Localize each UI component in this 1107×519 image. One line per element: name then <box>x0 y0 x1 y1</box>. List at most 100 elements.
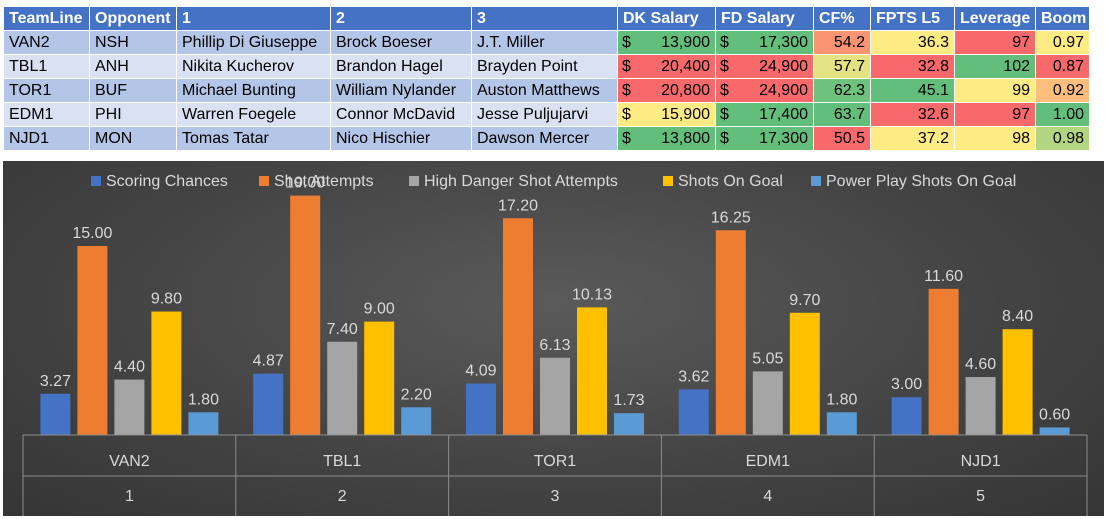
data-label: 4.60 <box>965 356 996 373</box>
data-label: 1.80 <box>826 391 857 408</box>
salary-amount: 20,800 <box>661 81 710 99</box>
boom-cell: 0.97 <box>1035 30 1090 55</box>
player-2-cell: Brock Boeser <box>330 30 472 55</box>
legend-label: Scoring Chances <box>106 173 228 190</box>
salary-amount: 13,800 <box>661 129 710 147</box>
opponent-cell: BUF <box>89 78 177 103</box>
leverage-cell: 102 <box>954 54 1036 79</box>
currency-symbol: $ <box>622 33 631 51</box>
bar-van2-series-2 <box>77 246 108 435</box>
data-label: 9.80 <box>151 291 182 308</box>
bar-tbl1-series-3 <box>327 341 358 435</box>
category-label: EDM1 <box>746 453 791 470</box>
player-2-cell: Connor McDavid <box>330 102 472 127</box>
player-1-cell: Phillip Di Giuseppe <box>176 30 331 55</box>
header-cf-pct: CF% <box>813 6 871 31</box>
data-label: 11.60 <box>924 268 963 285</box>
player-3-cell: Dawson Mercer <box>471 126 618 151</box>
player-1-cell: Nikita Kucherov <box>176 54 331 79</box>
data-label: 8.40 <box>1002 308 1033 325</box>
bar-van2-series-5 <box>188 412 219 435</box>
bar-tor1-series-5 <box>614 413 644 435</box>
salary-amount: 15,900 <box>661 105 710 123</box>
salary-amount: 13,900 <box>661 33 710 51</box>
data-label: 19.00 <box>285 175 325 192</box>
bar-van2-series-1 <box>40 393 71 435</box>
bar-njd1-series-5 <box>1039 427 1070 435</box>
player-3-cell: Jesse Puljujarvi <box>471 102 618 127</box>
dk-salary-cell: $20,400 <box>617 54 716 79</box>
header-dk-salary: DK Salary <box>617 6 716 31</box>
currency-symbol: $ <box>720 105 729 123</box>
bar-njd1-series-2 <box>928 288 959 435</box>
bar-tor1-series-1 <box>466 383 496 435</box>
teamline-cell: NJD1 <box>3 126 90 151</box>
header-fd-salary: FD Salary <box>715 6 814 31</box>
fpts-l5-cell: 32.8 <box>870 54 955 79</box>
currency-symbol: $ <box>720 81 729 99</box>
player-3-cell: Brayden Point <box>471 54 618 79</box>
table-row: EDM1 PHI Warren Foegele Connor McDavid Jesse… <box>3 102 1090 127</box>
player-1-cell: Tomas Tatar <box>176 126 331 151</box>
bar-njd1-series-1 <box>891 397 922 435</box>
fpts-l5-cell: 45.1 <box>870 78 955 103</box>
data-label: 5.05 <box>752 350 783 367</box>
data-label: 16.25 <box>711 209 751 226</box>
data-label: 1.73 <box>613 392 644 409</box>
bar-van2-series-4 <box>151 311 182 435</box>
teamline-cell: TBL1 <box>3 54 90 79</box>
table-row: VAN2 NSH Phillip Di Giuseppe Brock Boeser J.… <box>3 30 1090 55</box>
header-player-3: 3 <box>471 6 618 31</box>
data-label: 4.40 <box>114 359 145 376</box>
leverage-cell: 97 <box>954 30 1036 55</box>
bar-tor1-series-2 <box>503 218 533 435</box>
legend-swatch <box>811 176 821 186</box>
dk-salary-cell: $15,900 <box>617 102 716 127</box>
header-teamline: TeamLine <box>3 6 90 31</box>
legend-swatch <box>409 176 419 186</box>
legend-label: High Danger Shot Attempts <box>424 173 618 190</box>
player-3-cell: Auston Matthews <box>471 78 618 103</box>
player-2-cell: William Nylander <box>330 78 472 103</box>
currency-symbol: $ <box>622 105 631 123</box>
opponent-cell: NSH <box>89 30 177 55</box>
opponent-cell: MON <box>89 126 177 151</box>
currency-symbol: $ <box>622 81 631 99</box>
leverage-cell: 97 <box>954 102 1036 127</box>
boom-cell: 0.92 <box>1035 78 1090 103</box>
leverage-cell: 99 <box>954 78 1036 103</box>
salary-amount: 17,300 <box>759 33 808 51</box>
boom-cell: 1.00 <box>1035 102 1090 127</box>
salary-amount: 24,900 <box>759 57 808 75</box>
currency-symbol: $ <box>720 57 729 75</box>
bar-edm1-series-2 <box>715 230 746 435</box>
category-sublabel: 2 <box>338 488 347 505</box>
legend-label: Shots On Goal <box>678 173 783 190</box>
category-label: TOR1 <box>534 453 576 470</box>
table-row: TOR1 BUF Michael Bunting William Nylander Au… <box>3 78 1090 103</box>
currency-symbol: $ <box>720 33 729 51</box>
salary-amount: 24,900 <box>759 81 808 99</box>
player-2-cell: Nico Hischier <box>330 126 472 151</box>
fd-salary-cell: $24,900 <box>715 54 814 79</box>
data-label: 3.27 <box>40 373 71 390</box>
table-body: VAN2 NSH Phillip Di Giuseppe Brock Boeser J.… <box>3 30 1090 151</box>
bar-tor1-series-3 <box>540 357 570 435</box>
player-2-cell: Brandon Hagel <box>330 54 472 79</box>
cf-pct-cell: 63.7 <box>813 102 871 127</box>
data-label: 4.87 <box>253 353 284 370</box>
fd-salary-cell: $17,300 <box>715 30 814 55</box>
fd-salary-cell: $17,300 <box>715 126 814 151</box>
fpts-l5-cell: 37.2 <box>870 126 955 151</box>
table-header-row: TeamLine Opponent 1 2 3 DK Salary FD Sal… <box>3 6 1090 31</box>
cf-pct-cell: 54.2 <box>813 30 871 55</box>
lines-table: TeamLine Opponent 1 2 3 DK Salary FD Sal… <box>3 6 1090 151</box>
bar-tbl1-series-1 <box>253 373 284 435</box>
category-label: TBL1 <box>323 453 361 470</box>
data-label: 2.20 <box>401 386 432 403</box>
dk-salary-cell: $20,800 <box>617 78 716 103</box>
bar-van2-series-3 <box>114 379 145 435</box>
data-label: 9.00 <box>364 301 395 318</box>
fpts-l5-cell: 32.6 <box>870 102 955 127</box>
table-row: NJD1 MON Tomas Tatar Nico Hischier Dawson Me… <box>3 126 1090 151</box>
